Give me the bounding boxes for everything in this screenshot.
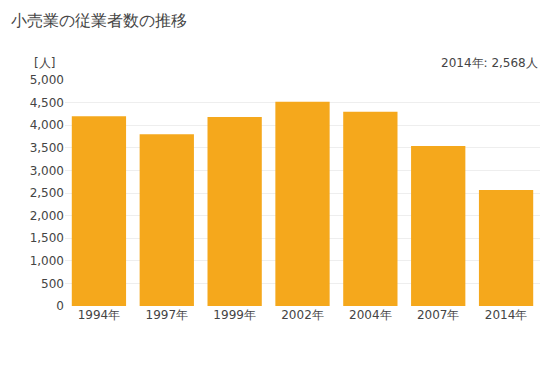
svg-text:4,500: 4,500 [30, 96, 64, 110]
svg-text:500: 500 [41, 277, 64, 291]
svg-text:1,500: 1,500 [30, 231, 64, 245]
svg-text:1997年: 1997年 [146, 308, 189, 322]
svg-text:[人]: [人] [34, 56, 55, 70]
svg-text:2014年: 2,568人: 2014年: 2,568人 [441, 56, 538, 70]
svg-text:1994年: 1994年 [78, 308, 121, 322]
svg-text:2014年: 2014年 [485, 308, 528, 322]
svg-text:3,000: 3,000 [30, 164, 64, 178]
svg-text:2004年: 2004年 [349, 308, 392, 322]
svg-text:小売業の従業者数の推移: 小売業の従業者数の推移 [11, 11, 187, 30]
svg-text:1999年: 1999年 [213, 308, 256, 322]
svg-text:1,000: 1,000 [30, 254, 64, 268]
svg-text:2002年: 2002年 [281, 308, 324, 322]
svg-text:4,000: 4,000 [30, 118, 64, 132]
svg-text:2,500: 2,500 [30, 186, 64, 200]
svg-text:3,500: 3,500 [30, 141, 64, 155]
svg-text:2,000: 2,000 [30, 209, 64, 223]
svg-text:0: 0 [56, 299, 64, 313]
svg-text:2007年: 2007年 [417, 308, 460, 322]
svg-text:5,000: 5,000 [30, 73, 64, 87]
